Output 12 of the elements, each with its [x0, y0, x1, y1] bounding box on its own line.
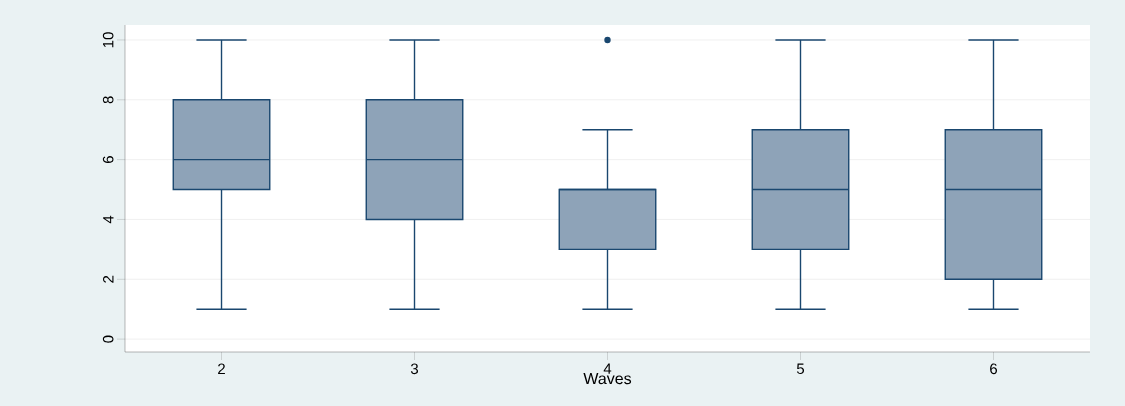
x-axis-title: Waves	[583, 373, 632, 385]
x-tick-label: 4	[603, 363, 612, 374]
y-tick-label: 0	[102, 335, 114, 343]
x-tick-label: 5	[796, 363, 805, 374]
y-tick-label: 6	[102, 156, 114, 164]
y-tick-label: 10	[102, 32, 114, 48]
y-tick-label: 2	[103, 275, 114, 283]
x-tick-label: 6	[990, 363, 998, 375]
x-tick-label: 2	[218, 363, 225, 374]
x-tick-label: 3	[410, 363, 419, 375]
y-tick-label: 8	[102, 96, 114, 104]
y-tick-label: 4	[103, 215, 114, 224]
